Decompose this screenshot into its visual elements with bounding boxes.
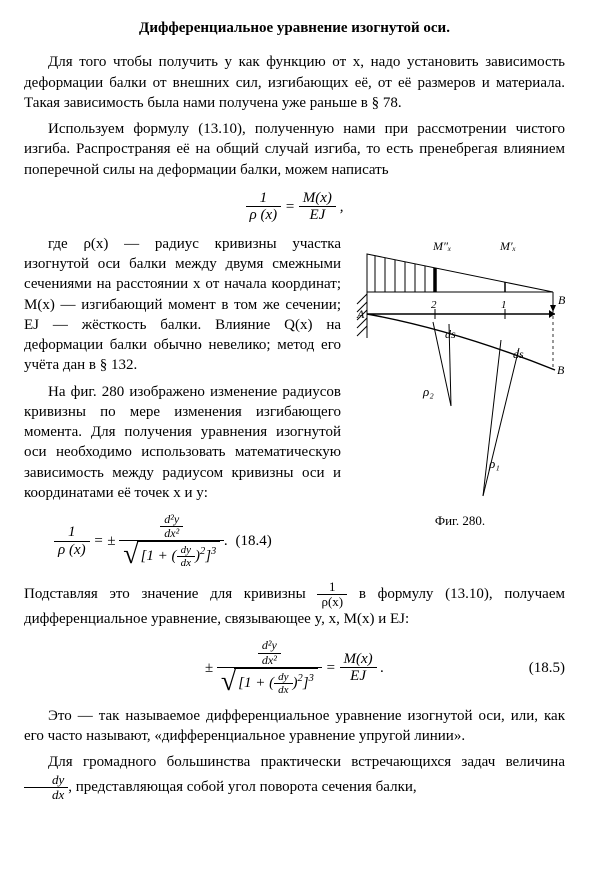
- equation-13-10: 1 ρ (x) = M(x) EJ ,: [24, 190, 565, 224]
- eq-number-18-5: (18.5): [529, 658, 565, 678]
- paragraph-6: Для громадного большинства практически в…: [24, 752, 565, 802]
- label-two: 2: [431, 299, 437, 311]
- label-B: B: [558, 293, 565, 307]
- paragraph-1: Для того чтобы получить y как функцию от…: [24, 52, 565, 113]
- eq2-lhs-den: ρ (x): [54, 542, 90, 559]
- eq1-lhs-den: ρ (x): [246, 207, 282, 224]
- paragraph-4: Подставляя это значение для кривизны 1ρ(…: [24, 580, 565, 630]
- figure-caption: Фиг. 280.: [355, 512, 565, 530]
- p4-part-a: Подставляя это значение для кривизны: [24, 586, 317, 602]
- eq-number-18-4: (18.4): [236, 531, 272, 551]
- paragraph-2: Используем формулу (13.10), полученную н…: [24, 119, 565, 180]
- eq2-lhs-num: 1: [54, 524, 90, 542]
- eq1-lhs-num: 1: [246, 190, 282, 208]
- figure-280: M″ₓ M′ₓ A B B₁ 2 1 ds ds ρ₂ ρ₁: [355, 238, 565, 530]
- label-one: 1: [501, 299, 507, 311]
- figure-svg: M″ₓ M′ₓ A B B₁ 2 1 ds ds ρ₂ ρ₁: [355, 238, 565, 508]
- label-mx1: M′ₓ: [499, 239, 516, 253]
- label-A: A: [356, 307, 365, 321]
- label-rho1: ρ₁: [488, 456, 500, 471]
- eq2-rhs-den: [1 + (dydx)2]3: [119, 541, 224, 569]
- eq3-den: [1 + (dydx)2]3: [217, 668, 322, 696]
- label-ds1: ds: [445, 327, 456, 341]
- label-mx2: M″ₓ: [432, 239, 451, 253]
- equation-18-4: 1 ρ (x) = ± d²y dx² [1 + (dydx)2]3 . (18…: [24, 513, 341, 570]
- eq2-rhs-num: d²y dx²: [119, 513, 224, 541]
- paragraph-5: Это — так называемое дифференциальное ур…: [24, 706, 565, 747]
- page-title: Дифференциальное уравнение изогнутой оси…: [24, 18, 565, 38]
- eq1-rhs-num: M(x): [299, 190, 336, 208]
- eq3-num: d²y dx²: [217, 639, 322, 667]
- label-rho2: ρ₂: [422, 384, 434, 399]
- eq1-rhs-den: EJ: [299, 207, 336, 224]
- label-B1: B₁: [557, 363, 565, 377]
- equation-18-5: ± d²y dx² [1 + (dydx)2]3 = M(x) EJ . (18…: [24, 639, 565, 696]
